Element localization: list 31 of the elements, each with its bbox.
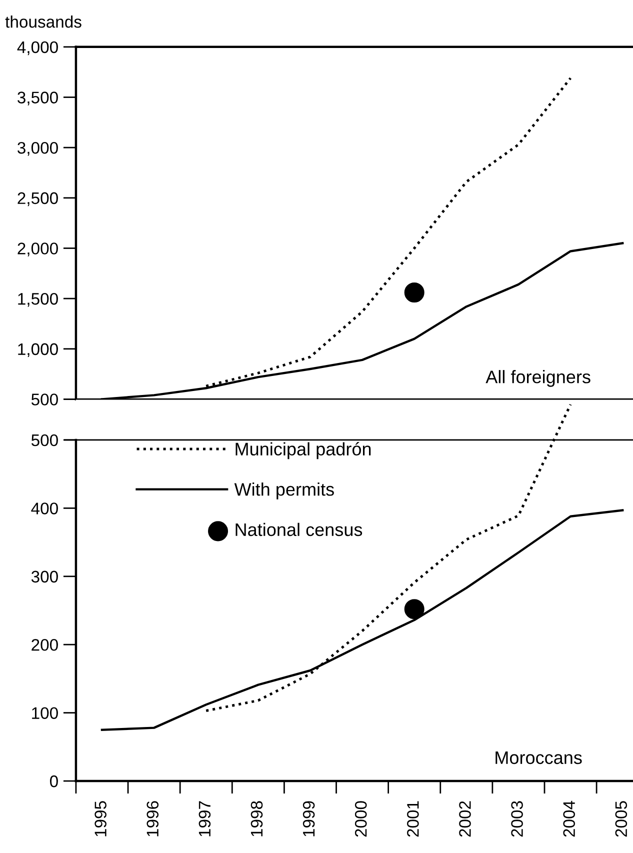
x-tick-label: 2001 <box>407 801 419 837</box>
x-tick-label: 1999 <box>302 801 315 836</box>
y-tick-label: 200 <box>32 638 58 651</box>
x-tick-label: 1998 <box>250 801 263 836</box>
y-tick-label: 1,000 <box>18 343 58 358</box>
y-tick-label: 3,000 <box>18 142 58 156</box>
x-tick-label: 2004 <box>563 800 575 837</box>
x-tick-label: 1995 <box>94 801 106 836</box>
x-tick-label: 2002 <box>459 801 471 837</box>
legend-label: Municipal padrón <box>236 442 371 460</box>
x-tick-label: 1997 <box>198 801 211 836</box>
y-axis-title: thousands <box>5 16 82 28</box>
y-tick-label: 2,000 <box>18 242 58 256</box>
x-tick-label: 1996 <box>146 801 159 836</box>
y-tick-label: 0 <box>50 775 58 788</box>
annotation: All foreigners <box>486 370 590 387</box>
y-tick-label: 500 <box>31 394 58 406</box>
y-tick-label: 2,500 <box>18 192 58 206</box>
y-tick-label: 300 <box>31 570 58 583</box>
legend-label: National census <box>236 522 362 536</box>
y-tick-label: 3,500 <box>18 92 58 106</box>
legend-label: With permits <box>234 482 334 500</box>
y-tick-label: 4,000 <box>17 41 58 56</box>
y-tick-label: 400 <box>31 502 58 514</box>
annotation: Moroccans <box>496 751 582 764</box>
y-tick-label: 1,500 <box>18 292 58 307</box>
y-tick-label: 100 <box>32 707 58 719</box>
x-tick-label: 2003 <box>511 801 523 837</box>
x-tick-label: 2005 <box>615 801 628 837</box>
y-tick-label: 500 <box>31 434 58 446</box>
x-tick-label: 2000 <box>354 801 367 837</box>
